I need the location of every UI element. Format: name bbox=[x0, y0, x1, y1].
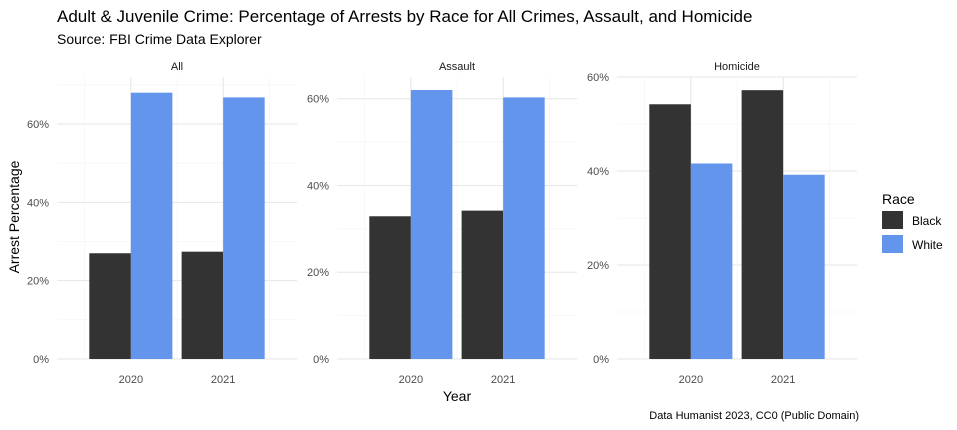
legend-title: Race bbox=[882, 191, 915, 207]
y-axis-title: Arrest Percentage bbox=[6, 160, 22, 273]
y-tick-label: 0% bbox=[313, 354, 329, 366]
y-tick-label: 40% bbox=[587, 166, 609, 178]
panel-assault: 0% 20% 40% 60% 2020 2021 Assault bbox=[307, 61, 577, 386]
legend-label-black: Black bbox=[912, 214, 942, 228]
bar-homicide-2021-white bbox=[783, 174, 825, 359]
legend-swatch-white bbox=[882, 235, 903, 253]
bar-all-2020-black bbox=[89, 253, 131, 359]
x-tick-label: 2021 bbox=[211, 374, 235, 386]
x-tick-label: 2020 bbox=[679, 374, 703, 386]
y-tick-label: 0% bbox=[593, 354, 609, 366]
x-tick-label: 2021 bbox=[491, 374, 515, 386]
chart-title: Adult & Juvenile Crime: Percentage of Ar… bbox=[57, 7, 752, 26]
facet-strip-label: All bbox=[171, 61, 183, 73]
x-tick-label: 2021 bbox=[771, 374, 795, 386]
y-tick-label: 20% bbox=[587, 260, 609, 272]
bar-all-2021-black bbox=[181, 251, 224, 359]
x-tick-label: 2020 bbox=[399, 374, 423, 386]
y-tick-label: 60% bbox=[307, 94, 329, 106]
y-tick-label: 0% bbox=[33, 354, 49, 366]
y-tick-label: 60% bbox=[587, 72, 609, 84]
bar-assault-2020-white bbox=[410, 90, 453, 359]
x-axis-title: Year bbox=[443, 388, 472, 404]
y-tick-label: 40% bbox=[307, 180, 329, 192]
legend-swatch-black bbox=[882, 211, 903, 229]
chart-caption: Data Humanist 2023, CC0 (Public Domain) bbox=[649, 410, 859, 422]
bar-homicide-2021-black bbox=[741, 90, 784, 359]
facet-strip-label: Assault bbox=[439, 61, 475, 73]
y-tick-label: 60% bbox=[27, 119, 49, 131]
legend-label-white: White bbox=[912, 238, 943, 252]
bar-assault-2021-black bbox=[461, 210, 504, 359]
facet-panels: 0% 20% 40% 60% 2020 2021 All 0% 20% 40% 60% 2020 202… bbox=[27, 61, 857, 386]
bar-all-2021-white bbox=[223, 97, 265, 359]
y-tick-label: 20% bbox=[27, 276, 49, 288]
y-tick-label: 20% bbox=[307, 267, 329, 279]
bar-homicide-2020-black bbox=[649, 104, 691, 359]
panel-all: 0% 20% 40% 60% 2020 2021 All bbox=[27, 61, 297, 386]
bar-assault-2021-white bbox=[503, 97, 545, 359]
panel-homicide: 0% 20% 40% 60% 2020 2021 Homicide bbox=[587, 61, 857, 386]
legend: Race Black White bbox=[882, 191, 943, 253]
bar-assault-2020-black bbox=[369, 216, 411, 359]
chart-subtitle: Source: FBI Crime Data Explorer bbox=[57, 31, 262, 47]
facet-strip-label: Homicide bbox=[714, 61, 760, 73]
bar-all-2020-white bbox=[130, 92, 173, 360]
y-tick-label: 40% bbox=[27, 197, 49, 209]
x-tick-label: 2020 bbox=[119, 374, 143, 386]
bar-homicide-2020-white bbox=[690, 163, 733, 359]
